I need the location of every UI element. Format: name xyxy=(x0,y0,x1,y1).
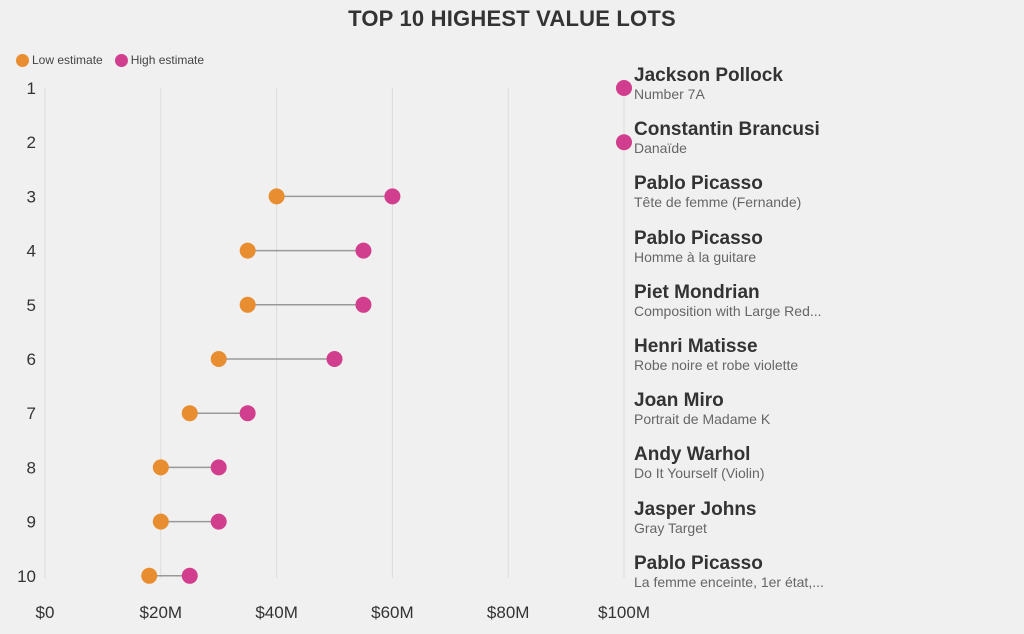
low-estimate-point xyxy=(268,188,285,205)
lot-label: Pablo Picasso La femme enceinte, 1er état… xyxy=(634,553,824,591)
legend-low-marker xyxy=(16,53,29,67)
lot-label: Piet Mondrian Composition with Large Red.… xyxy=(634,282,822,320)
artwork-title: Danaïde xyxy=(634,140,687,157)
legend: Low estimate High estimate xyxy=(16,53,216,67)
row-rank-label: 5 xyxy=(27,296,36,315)
artist-name: Pablo Picasso xyxy=(634,173,763,195)
artist-name: Joan Miro xyxy=(634,390,724,412)
high-estimate-point xyxy=(616,134,632,151)
artwork-title: Tête de femme (Fernande) xyxy=(634,194,802,211)
artwork-title: Portrait de Madame K xyxy=(634,411,771,428)
row-rank-label: 7 xyxy=(27,404,36,423)
x-tick-label: $0 xyxy=(36,603,55,622)
high-estimate-point xyxy=(326,351,343,367)
lot-label: Jackson Pollock Number 7A xyxy=(634,65,783,103)
artwork-title: Do It Yourself (Violin) xyxy=(634,465,765,482)
artwork-title: La femme enceinte, 1er état,... xyxy=(634,573,824,590)
low-estimate-point xyxy=(210,351,227,367)
legend-high-label: High estimate xyxy=(130,53,205,67)
high-estimate-point xyxy=(210,513,227,530)
lot-label: Pablo Picasso Homme à la guitare xyxy=(634,228,763,266)
lot-label: Jasper Johns Gray Target xyxy=(634,499,757,537)
artist-name: Pablo Picasso xyxy=(634,552,763,574)
legend-item-high: High estimate xyxy=(114,53,205,67)
x-tick-label: $80M xyxy=(487,603,530,622)
row-rank-label: 1 xyxy=(27,79,36,98)
row-rank-label: 3 xyxy=(27,187,36,206)
artwork-title: Robe noire et robe violette xyxy=(634,357,799,373)
artwork-title: Composition with Large Red... xyxy=(634,302,822,319)
row-rank-label: 8 xyxy=(27,458,36,477)
artwork-title: Gray Target xyxy=(634,519,707,536)
artwork-title: Homme à la guitare xyxy=(634,248,757,265)
low-estimate-point xyxy=(239,242,256,259)
row-rank-label: 2 xyxy=(27,133,36,152)
artist-name: Jasper Johns xyxy=(634,498,757,520)
artist-name: Piet Mondrian xyxy=(634,281,760,303)
legend-item-low: Low estimate xyxy=(16,53,103,67)
artist-name: Constantin Brancusi xyxy=(634,119,820,141)
x-tick-label: $20M xyxy=(140,603,183,622)
artwork-title: Number 7A xyxy=(634,86,705,102)
low-estimate-point xyxy=(152,459,169,476)
high-estimate-point xyxy=(616,80,632,96)
x-tick-label: $40M xyxy=(255,603,298,622)
lot-label: Joan Miro Portrait de Madame K xyxy=(634,390,770,428)
x-tick-label: $100M xyxy=(598,603,650,622)
artist-name: Andy Warhol xyxy=(634,444,751,466)
x-tick-label: $60M xyxy=(371,603,414,622)
high-estimate-point xyxy=(239,405,256,422)
high-estimate-point xyxy=(384,188,401,205)
high-estimate-point xyxy=(355,296,372,313)
lot-label: Constantin Brancusi Danaïde xyxy=(634,119,820,157)
row-rank-label: 4 xyxy=(27,242,36,261)
lot-label: Andy Warhol Do It Yourself (Violin) xyxy=(634,444,764,482)
lot-label: Pablo Picasso Tête de femme (Fernande) xyxy=(634,173,801,211)
low-estimate-point xyxy=(141,567,158,584)
low-estimate-point xyxy=(181,405,198,422)
chart-title: TOP 10 HIGHEST VALUE LOTS xyxy=(348,6,676,31)
row-rank-label: 10 xyxy=(17,567,36,586)
lot-label: Henri Matisse Robe noire et robe violette xyxy=(634,336,798,374)
high-estimate-point xyxy=(210,459,227,476)
low-estimate-point xyxy=(239,296,256,313)
artist-name: Jackson Pollock xyxy=(634,65,783,86)
row-rank-label: 9 xyxy=(27,513,36,532)
artist-name: Pablo Picasso xyxy=(634,227,763,249)
row-rank-label: 6 xyxy=(27,350,36,369)
artist-name: Henri Matisse xyxy=(634,336,758,357)
high-estimate-point xyxy=(355,242,372,259)
legend-low-label: Low estimate xyxy=(32,53,103,67)
legend-high-marker xyxy=(114,53,128,67)
high-estimate-point xyxy=(181,567,198,584)
low-estimate-point xyxy=(152,513,169,530)
